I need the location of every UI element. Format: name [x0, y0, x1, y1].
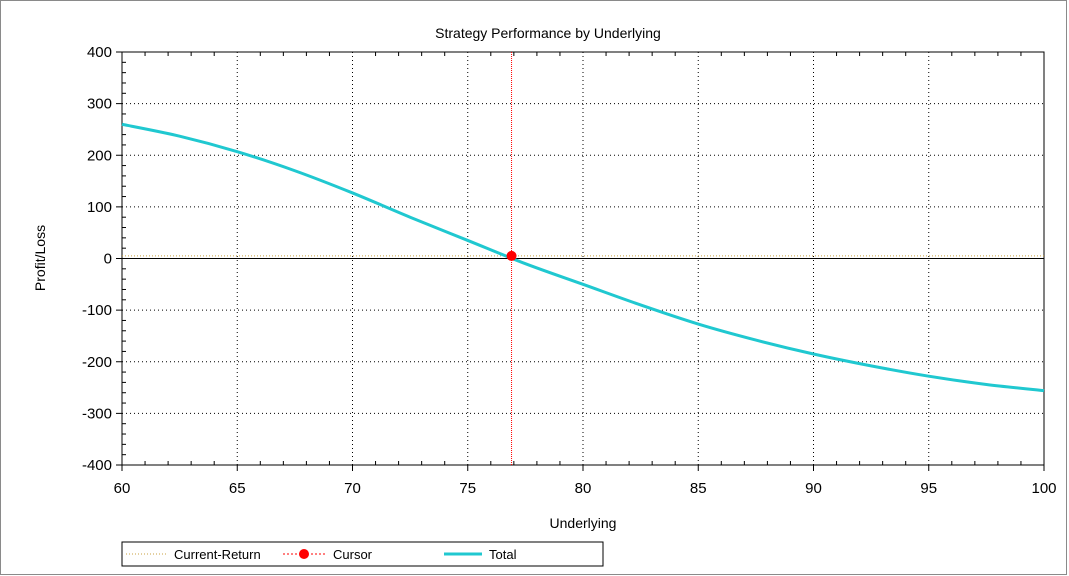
- chart-title: Strategy Performance by Underlying: [435, 25, 661, 41]
- x-tick-label: 65: [229, 480, 246, 497]
- y-tick-label: 400: [87, 44, 112, 61]
- legend: Current-Return Cursor Total: [121, 541, 604, 567]
- legend-label-current-return: Current-Return: [174, 547, 261, 562]
- y-tick-label: -100: [82, 302, 112, 319]
- y-tick-label: -200: [82, 354, 112, 371]
- axis-ticks: [116, 51, 1045, 471]
- y-axis-title: Profit/Loss: [32, 225, 48, 291]
- x-tick-label: 60: [114, 480, 131, 497]
- x-tick-label: 75: [459, 480, 476, 497]
- y-tick-label: -300: [82, 405, 112, 422]
- series-layer: [121, 52, 1045, 465]
- legend-swatch-cursor-marker: [299, 549, 309, 559]
- y-tick-label: 300: [87, 96, 112, 113]
- grid: [122, 52, 1044, 465]
- x-tick-label: 90: [805, 480, 822, 497]
- x-tick-label: 70: [344, 480, 361, 497]
- x-tick-label: 80: [575, 480, 592, 497]
- y-tick-label: 200: [87, 147, 112, 164]
- y-tick-label: 100: [87, 199, 112, 216]
- x-tick-label: 85: [690, 480, 707, 497]
- cursor-marker: [506, 250, 517, 261]
- legend-label-cursor: Cursor: [333, 547, 373, 562]
- y-tick-label: 0: [104, 251, 112, 268]
- x-axis-title: Underlying: [550, 515, 617, 531]
- legend-box: [121, 541, 604, 567]
- tick-labels: 60 65 70 75 80 85 90 95 100 400 300 200 100 0 -100 -200…: [82, 44, 1057, 497]
- series-total-line: [121, 122, 1045, 393]
- legend-label-total: Total: [489, 547, 517, 562]
- x-tick-label: 100: [1031, 480, 1056, 497]
- x-tick-label: 95: [920, 480, 937, 497]
- y-tick-label: -400: [82, 457, 112, 474]
